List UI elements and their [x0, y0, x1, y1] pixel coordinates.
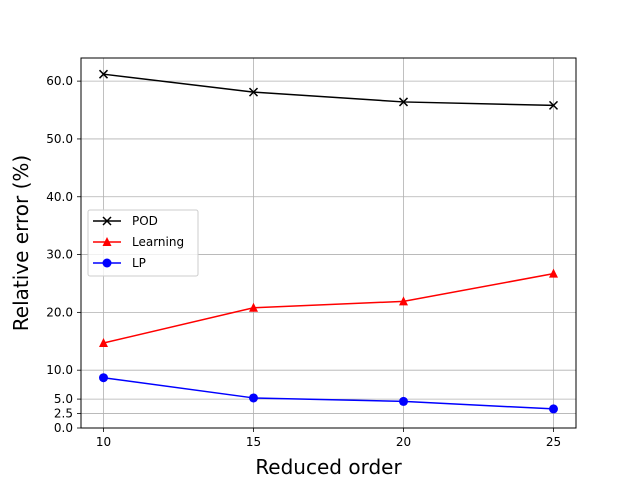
legend-entry-lp: LP — [93, 256, 146, 270]
data-point — [248, 87, 259, 97]
data-point — [249, 393, 258, 403]
x-tick-label: 25 — [546, 435, 561, 449]
x-axis-label: Reduced order — [255, 455, 402, 479]
series-line — [103, 376, 554, 410]
y-tick-label: 60.0 — [46, 74, 73, 88]
legend: POD Learning LP — [87, 209, 199, 277]
legend-marker — [102, 258, 112, 268]
data-point — [399, 396, 408, 406]
data-point — [549, 268, 558, 278]
data-point — [98, 69, 109, 79]
legend-entry-pod: POD — [93, 214, 158, 228]
plot-frame — [80, 57, 577, 429]
legend-marker — [102, 216, 112, 226]
data-point — [548, 100, 559, 110]
y-tick-label: 30.0 — [46, 248, 73, 262]
y-tick-label: 40.0 — [46, 190, 73, 204]
x-tick-label: 10 — [96, 435, 111, 449]
series-layer — [98, 69, 559, 414]
legend-marker — [102, 237, 112, 246]
series-line — [103, 73, 554, 107]
series-learning — [99, 268, 558, 348]
legend-label: LP — [132, 256, 146, 270]
legend-entry-learning: Learning — [93, 235, 184, 249]
y-tick-label: 20.0 — [46, 305, 73, 319]
data-point — [399, 296, 408, 306]
data-point — [99, 338, 108, 348]
legend-box — [87, 209, 199, 277]
x-tick-label: 20 — [396, 435, 411, 449]
y-tick-label: 0.0 — [54, 421, 73, 435]
series-pod — [98, 69, 559, 110]
x-tick-label: 15 — [246, 435, 261, 449]
data-point — [99, 373, 108, 383]
data-point — [398, 97, 409, 107]
series-lp — [99, 373, 558, 414]
y-tick-label: 2.5 — [54, 407, 73, 421]
data-point — [249, 302, 258, 312]
y-tick-label: 10.0 — [46, 363, 73, 377]
y-axis-label: Relative error (%) — [9, 155, 33, 331]
data-point — [549, 404, 558, 414]
series-line — [103, 272, 554, 344]
legend-label: POD — [132, 214, 158, 228]
y-tick-label: 50.0 — [46, 132, 73, 146]
legend-label: Learning — [132, 235, 184, 249]
ticks: 10 15 20 25 0.02.55.0 10.0 20.0 30.0 40.0 50.0 60.… — [46, 74, 561, 449]
y-tick-label: 5.0 — [54, 392, 73, 406]
